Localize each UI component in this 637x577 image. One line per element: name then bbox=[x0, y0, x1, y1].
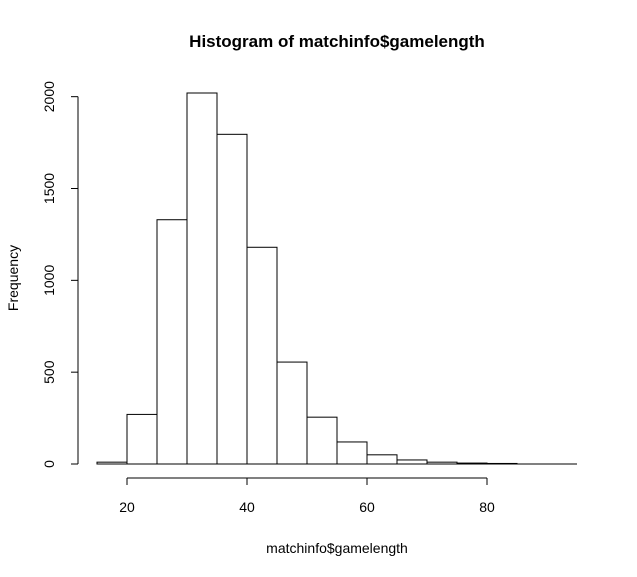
x-axis-label: matchinfo$gamelength bbox=[266, 540, 408, 556]
x-tick-label: 80 bbox=[479, 499, 495, 515]
histogram-bar bbox=[456, 462, 488, 465]
histogram-bars bbox=[96, 92, 577, 465]
y-tick-label: 1000 bbox=[41, 265, 57, 296]
y-tick-label: 0 bbox=[41, 460, 57, 468]
histogram-bar bbox=[186, 92, 218, 465]
histogram-bar bbox=[216, 133, 248, 465]
histogram-bar bbox=[366, 454, 398, 465]
histogram-bar bbox=[336, 441, 368, 465]
histogram-bar bbox=[486, 462, 518, 465]
histogram-bar bbox=[96, 461, 128, 465]
y-axis: 0 500 1000 1500 2000 bbox=[41, 81, 79, 468]
y-tick-label: 500 bbox=[41, 360, 57, 384]
histogram-bar bbox=[396, 459, 428, 465]
x-tick-label: 20 bbox=[119, 499, 135, 515]
y-axis-label: Frequency bbox=[5, 245, 21, 311]
histogram-bar bbox=[126, 413, 158, 465]
chart-title: Histogram of matchinfo$gamelength bbox=[189, 32, 485, 51]
histogram-bar bbox=[246, 246, 278, 465]
histogram-bar bbox=[276, 361, 308, 465]
x-axis: 20 40 60 80 bbox=[119, 477, 495, 515]
histogram-bar bbox=[306, 416, 338, 465]
y-tick-label: 1500 bbox=[41, 173, 57, 204]
histogram-bar bbox=[156, 219, 188, 465]
histogram-bar bbox=[426, 461, 458, 465]
y-tick-label: 2000 bbox=[41, 81, 57, 112]
x-tick-label: 60 bbox=[359, 499, 375, 515]
x-tick-label: 40 bbox=[239, 499, 255, 515]
